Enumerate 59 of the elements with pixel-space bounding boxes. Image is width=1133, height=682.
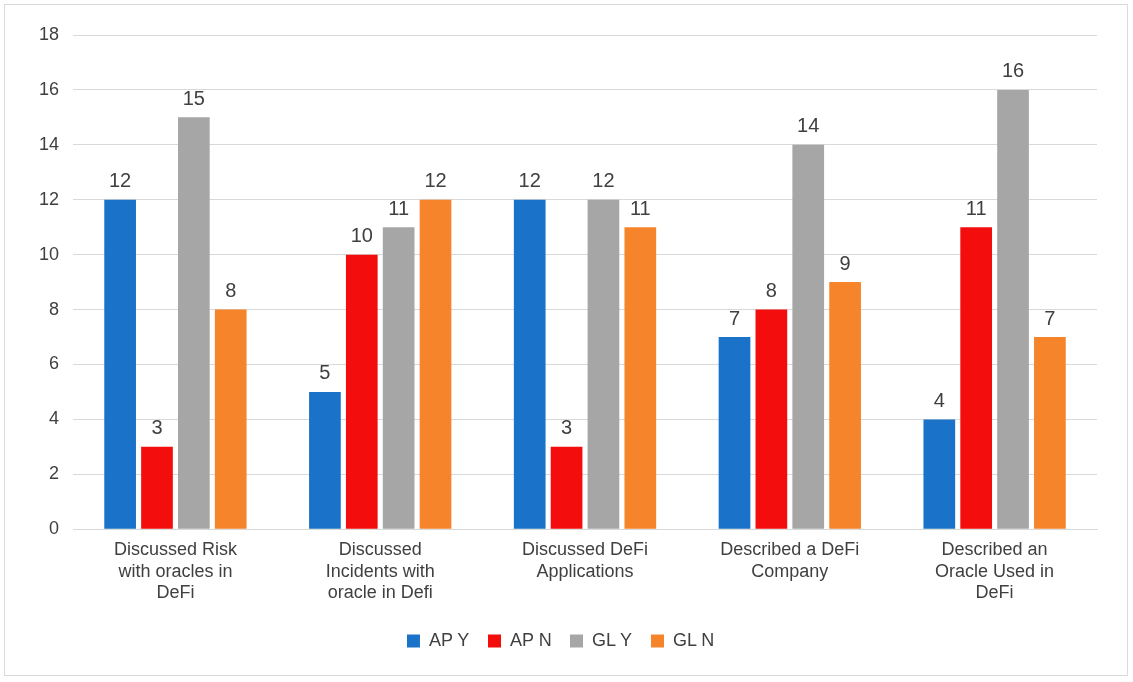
data-label: 8 xyxy=(225,279,237,302)
data-label: 8 xyxy=(765,279,777,302)
x-tick-label: Discussed DeFi Applications xyxy=(521,538,649,581)
data-label: 11 xyxy=(629,196,651,219)
bar xyxy=(345,254,378,529)
y-tick-label: 0 xyxy=(49,518,60,539)
data-label: 5 xyxy=(319,361,331,384)
x-tick-label: Described a DeFi Company xyxy=(720,538,860,581)
bar xyxy=(550,446,583,529)
data-label: 9 xyxy=(839,251,851,274)
bar xyxy=(755,309,788,529)
bar xyxy=(792,144,825,529)
data-label: 12 xyxy=(109,169,132,192)
legend-label: AP Y xyxy=(428,629,470,650)
data-label: 14 xyxy=(797,114,820,137)
y-tick-label: 16 xyxy=(38,78,60,99)
y-tick-label: 14 xyxy=(38,133,60,154)
bar xyxy=(587,199,620,529)
y-tick-label: 2 xyxy=(49,463,60,484)
data-label: 3 xyxy=(561,416,573,439)
bar xyxy=(382,227,415,529)
bar xyxy=(513,199,546,529)
bar xyxy=(141,446,173,529)
data-label: 15 xyxy=(182,86,205,109)
legend-label: GL N xyxy=(673,629,715,650)
bar xyxy=(829,282,861,529)
bar xyxy=(178,117,210,529)
data-label: 11 xyxy=(965,196,987,219)
y-tick-label: 8 xyxy=(49,298,60,319)
data-label: 11 xyxy=(388,196,410,219)
x-tick-label: Described an Oracle Used in DeFi xyxy=(935,538,1055,603)
legend-label: GL Y xyxy=(592,629,633,650)
bar xyxy=(718,337,751,529)
bar xyxy=(104,199,136,529)
data-label: 7 xyxy=(728,306,741,329)
bar xyxy=(960,227,993,529)
data-label: 16 xyxy=(1001,59,1025,82)
data-label: 7 xyxy=(1044,306,1056,329)
y-tick-label: 10 xyxy=(38,243,60,264)
y-tick-label: 18 xyxy=(38,23,60,44)
data-label: 12 xyxy=(592,169,615,192)
bar xyxy=(419,199,452,529)
data-label: 10 xyxy=(350,224,373,247)
data-label: 4 xyxy=(933,388,945,411)
data-label: 12 xyxy=(424,169,447,192)
x-tick-label: Discussed Incidents with oracle in Defi xyxy=(325,538,435,603)
bar xyxy=(309,391,341,529)
bar xyxy=(214,309,247,529)
data-label: 3 xyxy=(151,416,163,439)
y-tick-label: 12 xyxy=(38,188,60,209)
bar xyxy=(1034,337,1066,529)
y-tick-label: 4 xyxy=(49,408,60,429)
x-tick-label: Discussed Risk with oracles in DeFi xyxy=(113,538,238,603)
legend-label: AP N xyxy=(509,629,552,650)
bar xyxy=(923,419,956,529)
y-tick-label: 6 xyxy=(49,353,60,374)
data-label: 12 xyxy=(518,169,541,192)
bar xyxy=(997,89,1029,529)
bar xyxy=(624,227,657,529)
